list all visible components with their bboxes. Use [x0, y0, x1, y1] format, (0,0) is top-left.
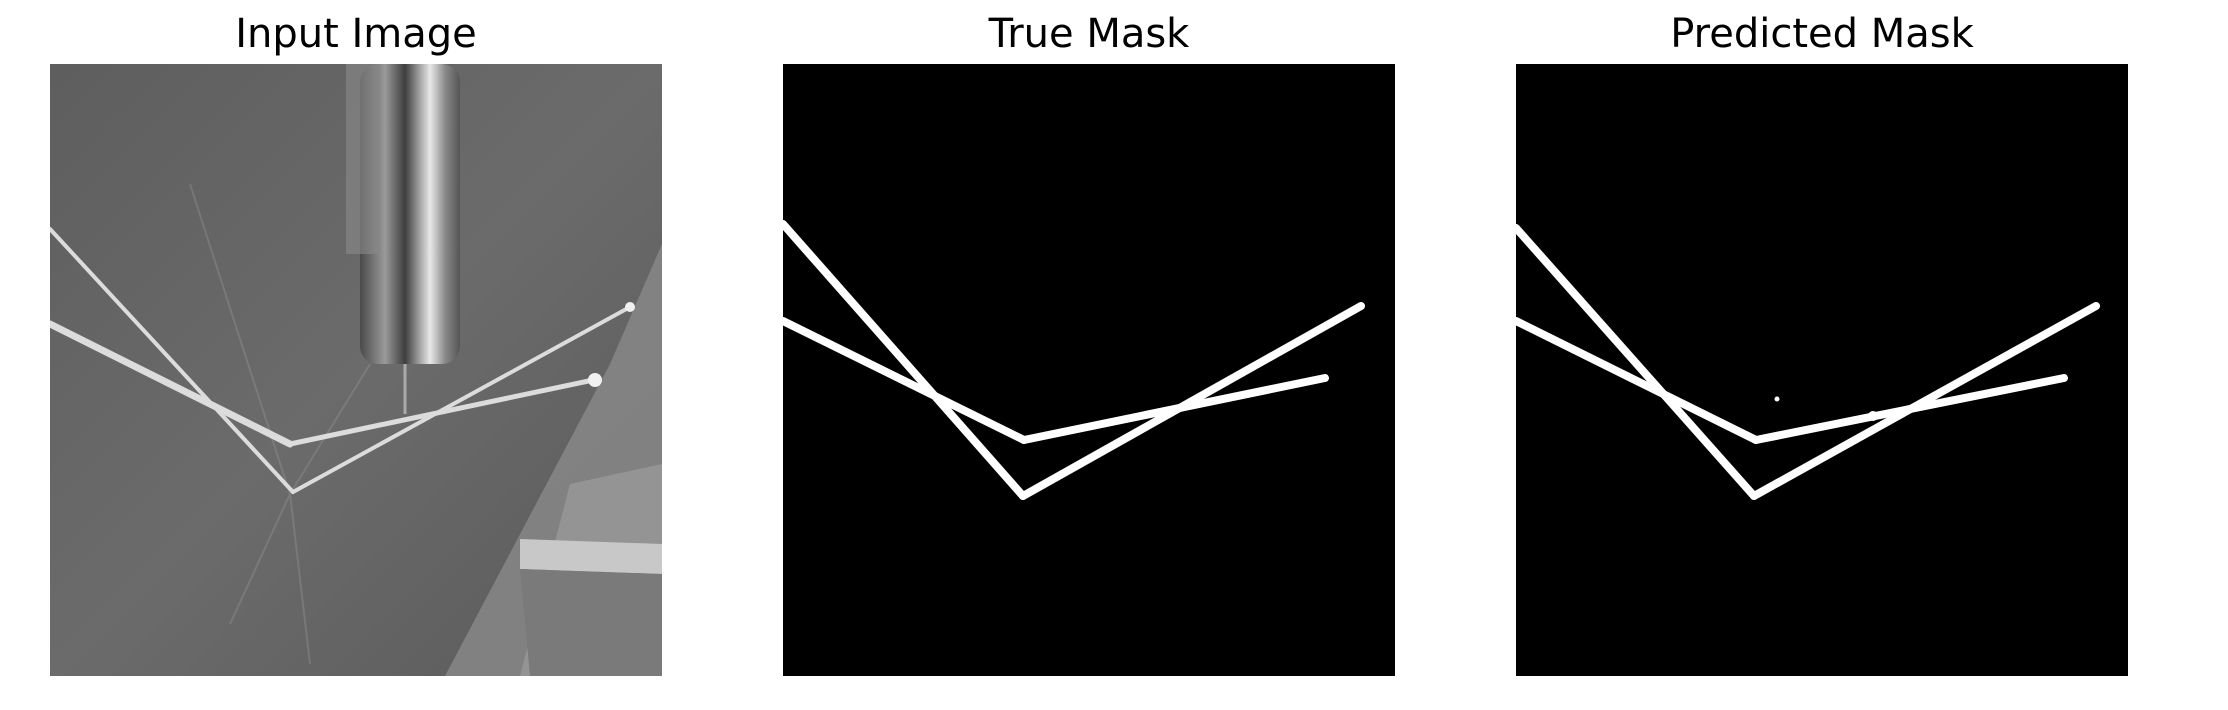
panel-predicted-mask: Predicted Mask [1516, 0, 2128, 710]
true-mask-image [783, 64, 1395, 676]
panel-title: Predicted Mask [1670, 11, 1974, 57]
input-image [50, 64, 662, 676]
predicted-mask-graphic [1516, 64, 2128, 676]
predicted-mask-image [1516, 64, 2128, 676]
panel-true-mask: True Mask [783, 0, 1395, 710]
panel-input-image: Input Image [50, 0, 662, 710]
true-mask-graphic [783, 64, 1395, 676]
panel-title: Input Image [235, 11, 477, 57]
input-image-graphic [50, 64, 662, 676]
panel-title: True Mask [988, 11, 1190, 57]
